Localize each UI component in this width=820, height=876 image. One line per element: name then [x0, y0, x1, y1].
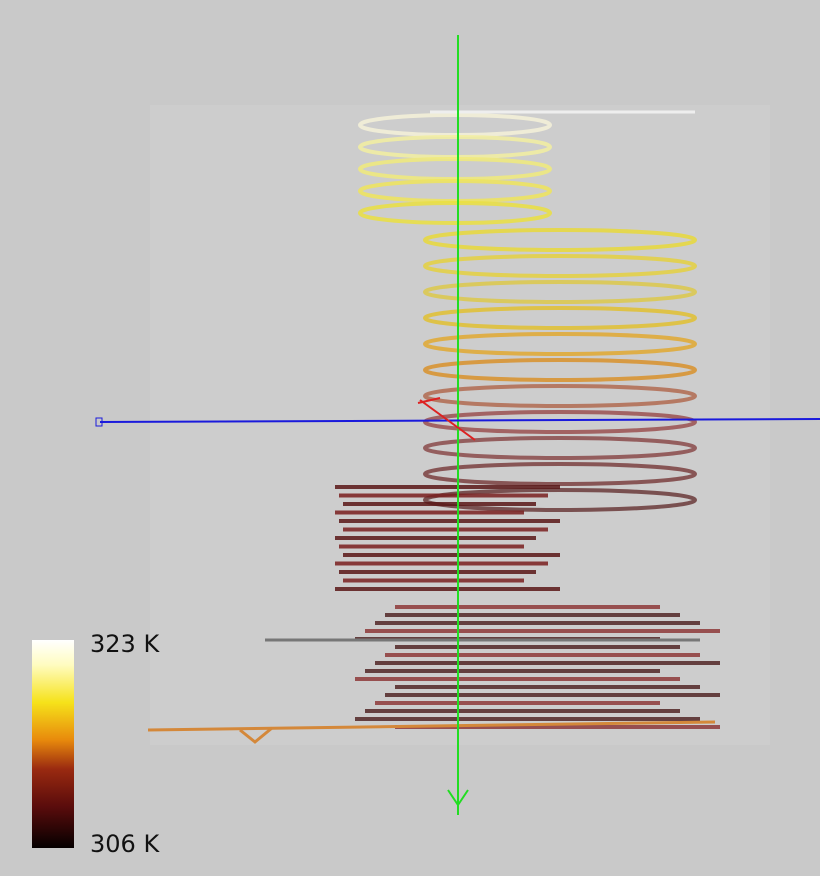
colorbar-max-label: 323 K: [90, 630, 160, 658]
viewport: 323 K 306 K: [0, 0, 820, 876]
colorbar-min-label: 306 K: [90, 830, 160, 858]
colorbar: [32, 640, 74, 848]
page: 323 K 306 K (() => { const data = JSON.p…: [0, 0, 820, 876]
